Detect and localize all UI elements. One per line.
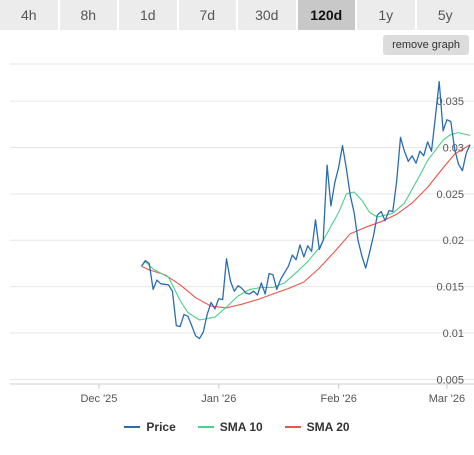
y-tick-label: 0.005: [436, 374, 464, 386]
legend-item-sma10[interactable]: SMA 10: [197, 420, 263, 434]
legend-swatch-sma20: [284, 426, 301, 428]
tab-1d[interactable]: 1d: [119, 0, 179, 30]
remove-graph-button[interactable]: remove graph: [383, 35, 469, 55]
tab-1y[interactable]: 1y: [357, 0, 417, 30]
legend-item-price[interactable]: Price: [124, 420, 176, 434]
legend-swatch-price: [124, 426, 141, 428]
x-axis-ticks: Dec '25 Jan '26 Feb '26 Mar '26: [80, 384, 465, 405]
series-line-sma20: [141, 144, 471, 309]
y-tick-label: 0.035: [436, 96, 464, 108]
series-line-price: [140, 80, 471, 340]
range-tabs: 4h 8h 1d 7d 30d 120d 1y 5y: [0, 0, 474, 30]
x-tick-label: Dec '25: [80, 393, 117, 405]
y-axis-ticks: 0.005 0.01 0.015 0.02 0.025 0.03 0.035: [436, 96, 464, 386]
legend: Price SMA 10 SMA 20: [0, 420, 474, 434]
tab-7d[interactable]: 7d: [178, 0, 238, 30]
x-tick-label: Feb '26: [320, 393, 356, 405]
y-tick-label: 0.02: [443, 235, 464, 247]
tab-30d[interactable]: 30d: [238, 0, 298, 30]
y-tick-label: 0.025: [436, 189, 464, 201]
grid: [10, 63, 474, 385]
y-tick-label: 0.03: [443, 142, 464, 154]
legend-label-sma20: SMA 20: [306, 420, 350, 434]
y-tick-label: 0.01: [443, 328, 464, 340]
x-tick-label: Mar '26: [429, 393, 465, 405]
legend-label-sma10: SMA 10: [219, 420, 263, 434]
legend-swatch-sma10: [197, 426, 214, 428]
series: [140, 80, 471, 340]
legend-label-price: Price: [146, 420, 176, 434]
series-line-sma10: [141, 132, 471, 321]
legend-item-sma20[interactable]: SMA 20: [284, 420, 350, 434]
x-tick-label: Jan '26: [201, 393, 236, 405]
tab-120d[interactable]: 120d: [297, 0, 357, 30]
tab-4h[interactable]: 4h: [0, 0, 60, 30]
price-chart: 0.005 0.01 0.015 0.02 0.025 0.03 0.035 Dec '25…: [10, 63, 474, 405]
tab-5y[interactable]: 5y: [416, 0, 474, 30]
y-tick-label: 0.015: [436, 282, 464, 294]
tab-8h[interactable]: 8h: [59, 0, 119, 30]
